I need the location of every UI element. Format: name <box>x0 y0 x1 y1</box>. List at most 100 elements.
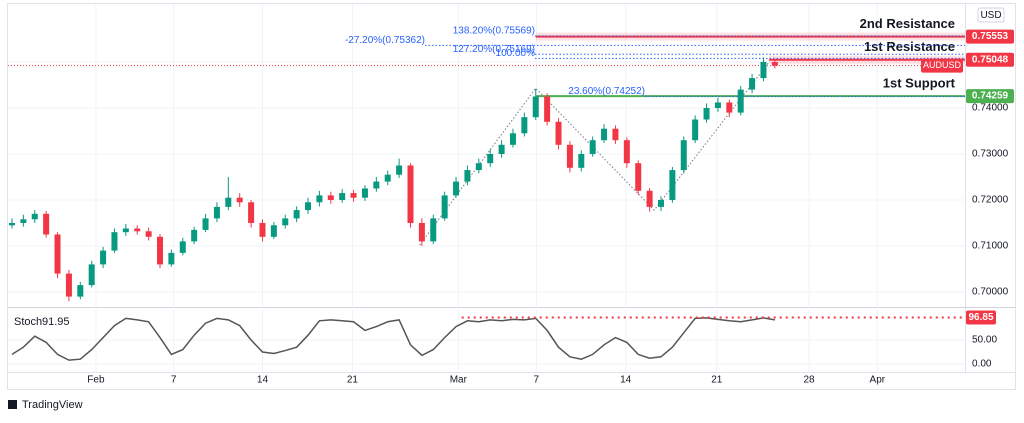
x-tick-label: 28 <box>803 375 815 386</box>
candle-body <box>680 140 687 171</box>
candle-body <box>623 140 630 164</box>
candle-body <box>236 197 243 203</box>
fib-label: -27.20%(0.75362) <box>345 35 425 46</box>
candle-body <box>20 219 27 223</box>
level-label: 2nd Resistance <box>860 16 955 31</box>
candle-body <box>361 188 368 198</box>
candle-body <box>771 62 778 66</box>
candle-body <box>464 170 471 182</box>
symbol-badge <box>921 58 963 73</box>
candle-body <box>726 102 733 113</box>
candle-body <box>134 228 141 232</box>
candle-body <box>122 228 129 233</box>
fib-label: 100.00% <box>496 48 536 59</box>
candle-body <box>578 153 585 168</box>
x-tick-label: 7 <box>534 375 540 386</box>
candle-body <box>669 170 676 200</box>
indicator-value: 91.95 <box>42 316 70 328</box>
candle-body <box>453 181 460 196</box>
candle-body <box>248 202 255 223</box>
currency: USD <box>980 10 1001 21</box>
frame <box>7 3 1016 390</box>
price-badge <box>966 89 1014 104</box>
x-tick-label: 21 <box>711 375 723 386</box>
candle-body <box>384 174 391 182</box>
candle-body <box>168 252 175 265</box>
candle-body <box>544 96 551 122</box>
candle-body <box>407 165 414 223</box>
candle-body <box>282 218 289 226</box>
y-tick-label: 0.71000 <box>972 241 1009 252</box>
logo <box>8 400 17 409</box>
currency-badge[interactable] <box>977 7 1005 23</box>
candle-body <box>532 96 539 118</box>
price-badge <box>966 52 1014 67</box>
candle-body <box>100 250 107 265</box>
candle-body <box>339 193 346 200</box>
candle-body <box>487 153 494 164</box>
candle-body <box>749 78 756 90</box>
candle-body <box>601 128 608 141</box>
candle-body <box>65 273 72 297</box>
candle-body <box>259 222 266 237</box>
candle-body <box>202 218 209 230</box>
y-tick-label: 50.00 <box>972 335 997 346</box>
x-tick-label: 7 <box>171 375 177 386</box>
x-tick-label: 14 <box>620 375 632 386</box>
candle-body <box>145 231 152 237</box>
candle-body <box>612 128 619 141</box>
candle-body <box>646 190 653 207</box>
candle-body <box>498 144 505 154</box>
x-tick-label: 21 <box>347 375 359 386</box>
symbol-label: AUDUSD <box>923 60 962 70</box>
candle-body <box>430 218 437 242</box>
candle-body <box>54 234 61 274</box>
price-badge-label: 0.75048 <box>972 54 1009 65</box>
candle-body <box>635 163 642 191</box>
candle-body <box>179 241 186 253</box>
y-tick-label: 0.70000 <box>972 287 1009 298</box>
candle-body <box>418 222 425 242</box>
candle-body <box>293 210 300 219</box>
fib-label: 23.60%(0.74252) <box>568 86 645 97</box>
candle-body <box>521 117 528 134</box>
candle-body <box>475 163 482 171</box>
candle-body <box>566 144 573 168</box>
candle-body <box>555 121 562 145</box>
y-tick-label: 0.72000 <box>972 195 1009 206</box>
branding: TradingView <box>22 399 83 411</box>
candle-body <box>373 181 380 189</box>
y-tick-label: 0.74000 <box>972 103 1009 114</box>
logo-mark <box>8 400 17 409</box>
candle-body <box>213 206 220 219</box>
candle-body <box>157 236 164 265</box>
candle-body <box>350 193 357 198</box>
x-tick-label: Mar <box>450 375 468 386</box>
candle-body <box>692 119 699 141</box>
fib-label: 138.20%(0.75569) <box>453 25 535 36</box>
level-label: 1st Support <box>883 76 956 91</box>
stoch-badge <box>966 310 996 325</box>
stoch-line <box>11 317 775 361</box>
candle-body <box>8 222 15 226</box>
candle-body <box>43 213 50 235</box>
price-badge-label: 0.75553 <box>972 31 1009 42</box>
price-badge-label: 0.74259 <box>972 91 1009 102</box>
candle-body <box>703 107 710 120</box>
candle-body <box>225 197 232 207</box>
candle-body <box>111 232 118 251</box>
candle-body <box>316 195 323 203</box>
y-tick-label: 0.73000 <box>972 149 1009 160</box>
price-badge <box>966 29 1014 44</box>
candle-body <box>327 195 334 200</box>
candle-body <box>88 264 95 286</box>
candle-body <box>509 133 516 145</box>
candle-body <box>191 229 198 242</box>
candle-body <box>270 225 277 237</box>
indicator-title: Stoch <box>14 316 42 328</box>
candle-body <box>589 140 596 154</box>
fib-label: 127.20%(0.75169) <box>453 44 535 55</box>
candle-body <box>31 213 38 220</box>
candle-body <box>657 199 664 207</box>
